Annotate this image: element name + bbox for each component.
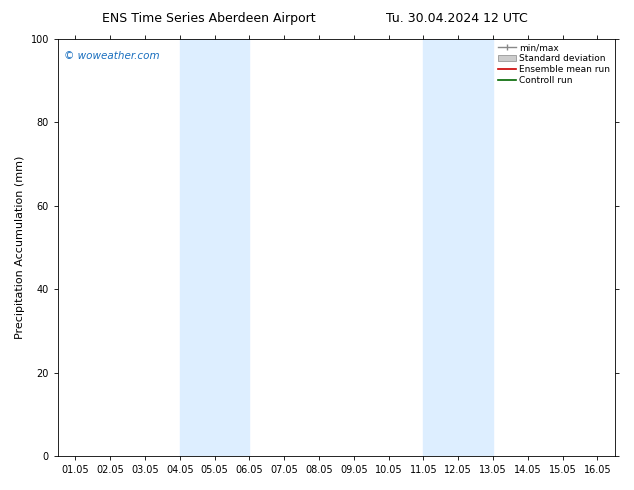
Text: © woweather.com: © woweather.com — [63, 51, 159, 61]
Y-axis label: Precipitation Accumulation (mm): Precipitation Accumulation (mm) — [15, 156, 25, 339]
Text: ENS Time Series Aberdeen Airport: ENS Time Series Aberdeen Airport — [103, 12, 316, 25]
Legend: min/max, Standard deviation, Ensemble mean run, Controll run: min/max, Standard deviation, Ensemble me… — [495, 41, 613, 87]
Bar — [180, 39, 249, 456]
Bar — [424, 39, 493, 456]
Text: Tu. 30.04.2024 12 UTC: Tu. 30.04.2024 12 UTC — [385, 12, 527, 25]
